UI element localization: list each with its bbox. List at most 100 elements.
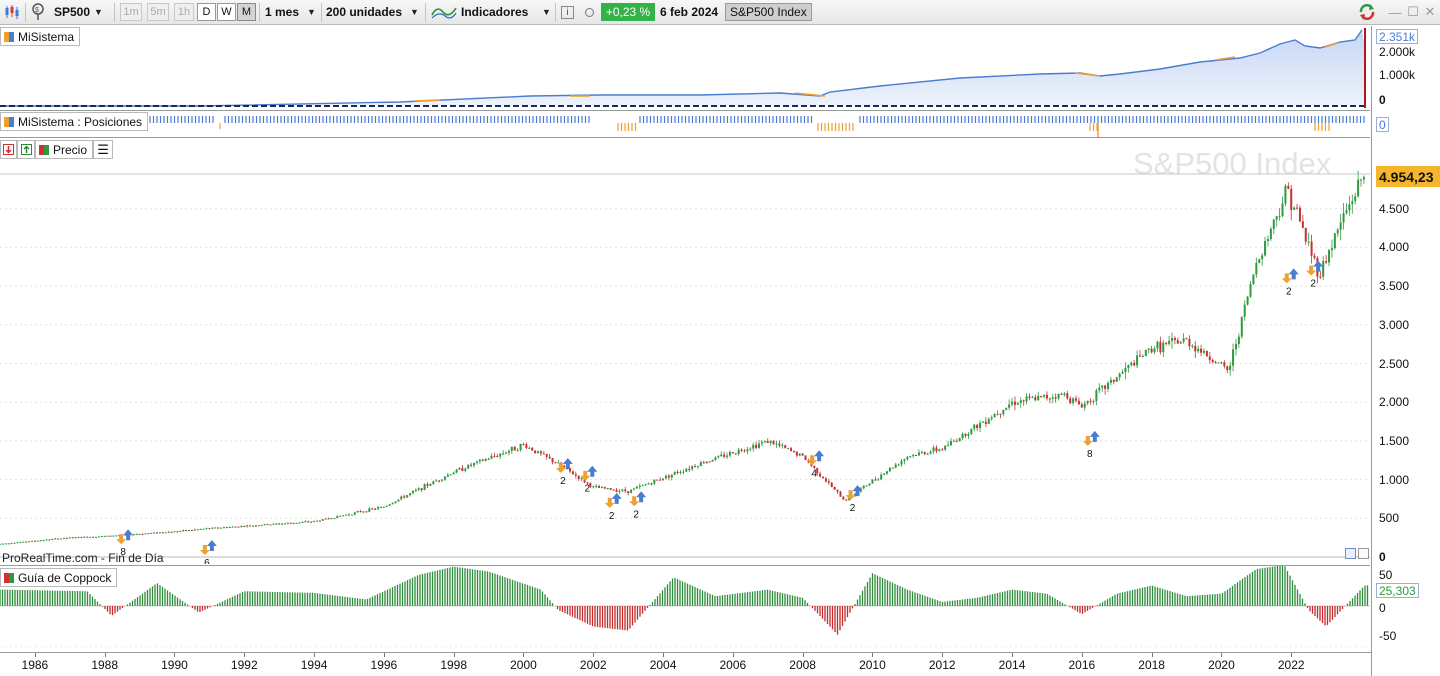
timeframe-1m-button[interactable]: 1m bbox=[120, 3, 142, 21]
price-candle bbox=[481, 459, 484, 461]
price-candle bbox=[1191, 345, 1194, 347]
price-candle bbox=[1266, 239, 1269, 242]
price-candle bbox=[475, 461, 478, 463]
equity-panel-title: MiSistema bbox=[18, 29, 75, 44]
trade-marker-label: 2 bbox=[1286, 286, 1292, 297]
price-candle bbox=[359, 511, 362, 513]
coppock-panel-label[interactable]: Guía de Coppock bbox=[0, 568, 118, 587]
price-panel-label[interactable]: Precio bbox=[35, 140, 94, 159]
time-axis-label: 2012 bbox=[928, 658, 956, 672]
price-candle bbox=[284, 523, 286, 525]
price-candle bbox=[528, 447, 531, 449]
coppock-axis-label: 0 bbox=[1379, 601, 1386, 615]
time-axis-tick bbox=[802, 653, 804, 657]
price-candle bbox=[1290, 188, 1293, 210]
price-candle bbox=[435, 480, 438, 482]
maximize-icon[interactable]: ☐ bbox=[1407, 4, 1419, 19]
price-candle bbox=[109, 535, 112, 537]
equity-chart bbox=[0, 28, 1366, 108]
trade-marker: 2 bbox=[604, 492, 622, 522]
price-candle bbox=[403, 496, 406, 498]
price-candle bbox=[490, 455, 493, 459]
price-candle bbox=[772, 440, 775, 445]
sell-marker-icon bbox=[555, 462, 566, 473]
price-candle bbox=[409, 493, 412, 496]
indicators-icon[interactable] bbox=[431, 2, 457, 22]
price-candle bbox=[1139, 355, 1141, 357]
price-candle bbox=[1348, 204, 1351, 211]
price-candle bbox=[519, 444, 522, 451]
timeframe-5m-button[interactable]: 5m bbox=[147, 3, 169, 21]
price-candle bbox=[758, 443, 761, 448]
timeframe-daily-button[interactable]: D bbox=[197, 3, 216, 21]
equity-segment-short bbox=[414, 42, 1339, 102]
price-candle bbox=[254, 525, 257, 527]
price-candle bbox=[1022, 400, 1025, 402]
price-candle bbox=[1118, 373, 1121, 378]
price-candle bbox=[653, 479, 656, 484]
price-candle bbox=[955, 440, 958, 442]
price-candle bbox=[595, 486, 598, 488]
price-candle bbox=[7, 543, 10, 545]
price-candle bbox=[161, 532, 164, 534]
price-candle bbox=[211, 527, 214, 529]
list-icon[interactable]: ☰ bbox=[93, 140, 114, 159]
price-candle bbox=[1179, 341, 1182, 344]
price-candle bbox=[781, 445, 784, 447]
price-candle bbox=[737, 449, 740, 454]
time-axis-tick bbox=[523, 653, 525, 657]
price-candle bbox=[420, 488, 423, 491]
price-candle bbox=[158, 532, 161, 534]
refresh-icon[interactable] bbox=[1357, 2, 1377, 22]
copy-icon[interactable] bbox=[1345, 548, 1356, 559]
buy-arrow-icon[interactable] bbox=[17, 140, 35, 159]
price-candle bbox=[115, 535, 118, 537]
indicators-dropdown[interactable]: ▼ bbox=[538, 2, 551, 22]
positions-panel-label[interactable]: MiSistema : Posiciones bbox=[0, 112, 149, 131]
close-icon[interactable]: ✕ bbox=[1424, 4, 1436, 19]
price-candle bbox=[438, 480, 441, 482]
price-candle bbox=[1310, 241, 1313, 256]
time-axis-tick bbox=[314, 653, 316, 657]
info-icon[interactable] bbox=[1358, 548, 1369, 559]
price-candle bbox=[1141, 355, 1144, 357]
timeframe-weekly-button[interactable]: W bbox=[217, 3, 236, 21]
time-axis-tick bbox=[1291, 653, 1293, 657]
buy-marker-icon bbox=[852, 485, 863, 497]
indicators-button[interactable]: Indicadores bbox=[461, 5, 529, 19]
price-candle bbox=[1330, 248, 1333, 251]
timeframe-monthly-button[interactable]: M bbox=[237, 3, 256, 21]
price-candle bbox=[705, 461, 708, 464]
trade-marker: 2 bbox=[629, 491, 647, 520]
chevron-down-icon: ▼ bbox=[307, 7, 316, 17]
status-circle-icon bbox=[585, 2, 594, 22]
price-candle bbox=[470, 464, 473, 466]
minimize-icon[interactable]: — bbox=[1388, 4, 1402, 20]
instrument-link-icon[interactable]: $ bbox=[30, 2, 46, 22]
sell-arrow-icon[interactable] bbox=[0, 140, 17, 159]
price-candle bbox=[699, 462, 702, 467]
info-icon[interactable]: i bbox=[561, 2, 574, 22]
equity-panel-label[interactable]: MiSistema bbox=[0, 27, 81, 46]
price-candle bbox=[949, 441, 952, 446]
price-candle bbox=[1130, 362, 1133, 366]
price-candle bbox=[51, 539, 54, 541]
price-candle bbox=[16, 542, 19, 544]
chart-style-icon[interactable] bbox=[4, 2, 22, 22]
price-candle bbox=[333, 518, 336, 520]
time-axis-label: 2000 bbox=[510, 658, 537, 672]
units-selector[interactable]: 200 unidades ▼ bbox=[326, 2, 419, 22]
instrument-watermark: S&P500 Index bbox=[1133, 146, 1332, 181]
price-candle bbox=[1095, 390, 1098, 402]
time-axis-label: 2006 bbox=[719, 658, 747, 672]
price-candle bbox=[74, 537, 77, 539]
price-candle bbox=[68, 537, 71, 539]
period-selector[interactable]: 1 mes ▼ bbox=[265, 2, 316, 22]
symbol-selector[interactable]: SP500 ▼ bbox=[54, 2, 103, 22]
price-candle bbox=[775, 443, 778, 445]
price-candle bbox=[336, 515, 339, 519]
timeframe-1h-button[interactable]: 1h bbox=[174, 3, 194, 21]
svg-text:$: $ bbox=[35, 7, 39, 14]
time-axis-label: 1996 bbox=[370, 658, 398, 672]
price-candle bbox=[577, 475, 580, 480]
